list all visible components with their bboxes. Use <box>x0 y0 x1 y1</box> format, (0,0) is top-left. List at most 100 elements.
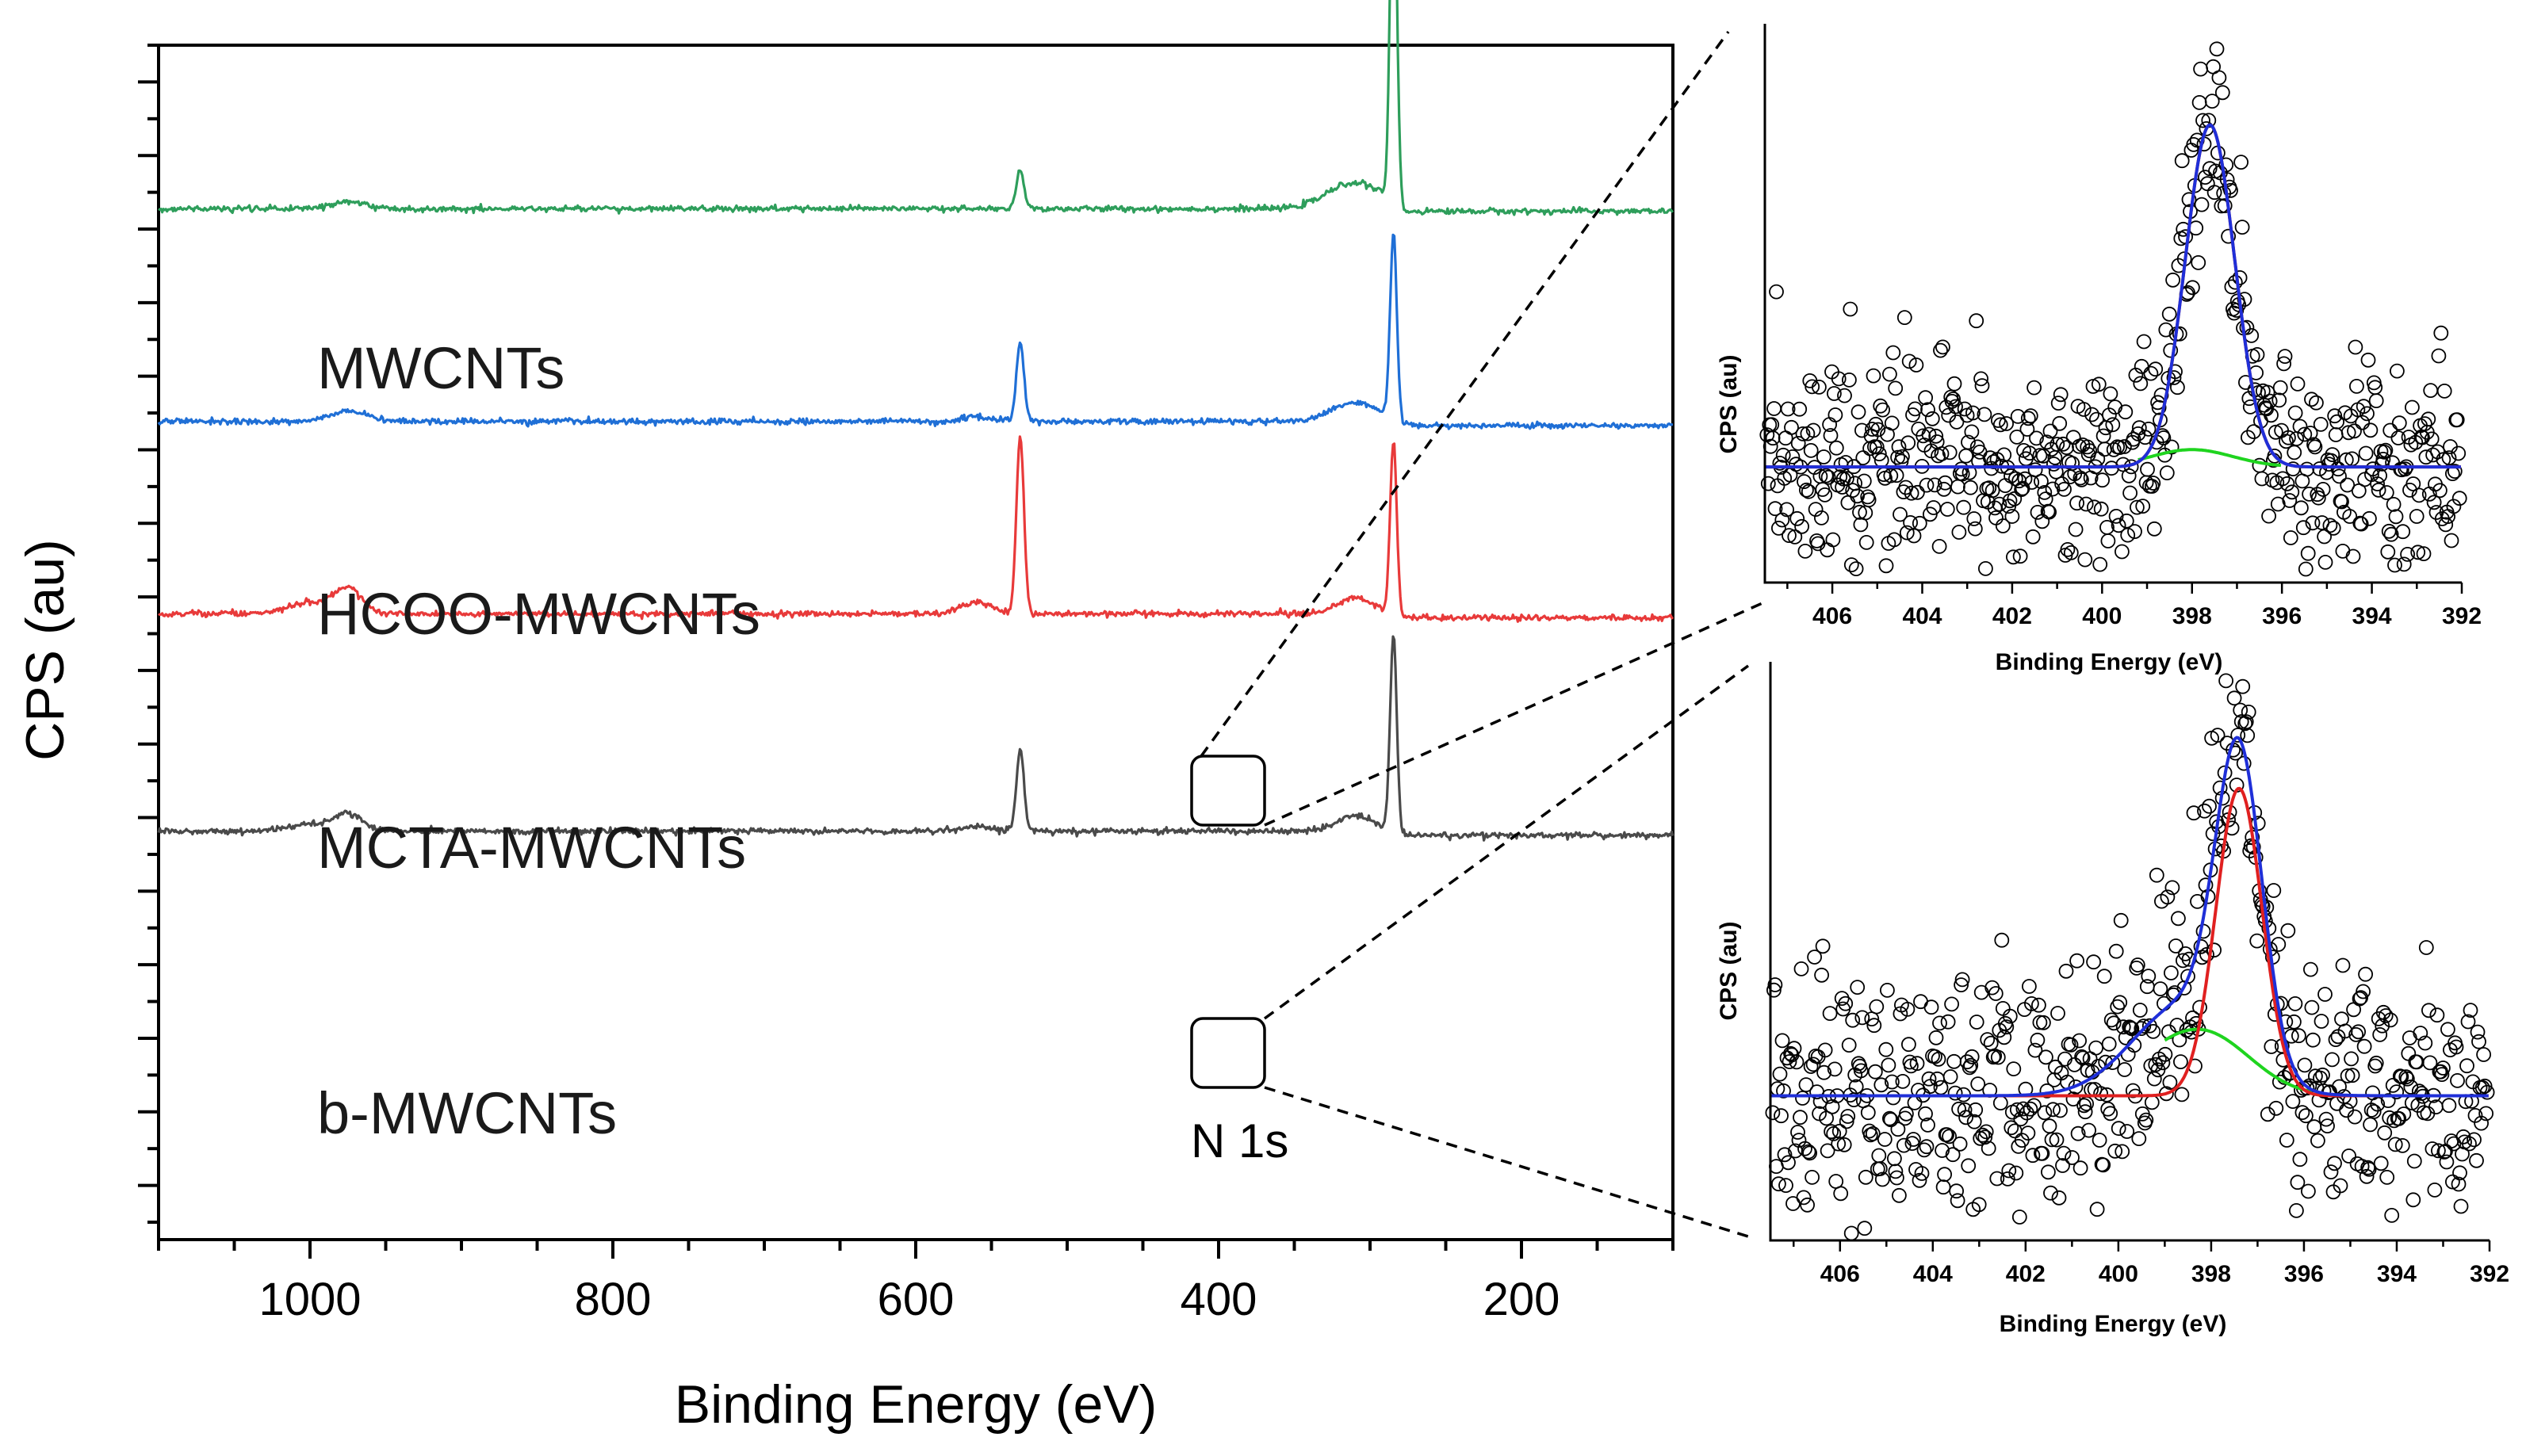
data-point <box>1921 1071 1937 1087</box>
data-point <box>2072 1160 2088 1176</box>
data-point <box>2155 1055 2171 1071</box>
data-point <box>1900 1037 1916 1053</box>
data-point <box>2360 406 2375 422</box>
data-point <box>2366 1104 2382 1119</box>
data-point <box>1950 479 1965 495</box>
data-point <box>2106 1015 2122 1031</box>
data-point <box>2034 1145 2050 1161</box>
data-point <box>2277 349 2293 365</box>
data-point <box>1944 996 1960 1012</box>
data-point <box>1949 415 1965 430</box>
data-point <box>2145 1024 2161 1039</box>
data-point <box>1877 1132 1893 1147</box>
data-point <box>2354 1159 2370 1174</box>
data-point <box>2073 472 2089 487</box>
data-point <box>2341 1148 2357 1164</box>
data-point <box>2122 485 2138 501</box>
data-point <box>2115 1019 2131 1035</box>
data-point <box>2084 407 2099 422</box>
data-point <box>2114 544 2130 560</box>
data-point <box>1767 977 1783 992</box>
data-point <box>1843 301 1858 317</box>
data-point <box>2325 1052 2340 1068</box>
inset-b-x-ticks: 406 404 402 400 398 396 394 392 <box>1793 1240 2509 1287</box>
data-point <box>1765 430 1781 446</box>
data-point <box>2011 1210 2027 1225</box>
data-point <box>2433 325 2449 341</box>
data-point <box>1896 310 1912 326</box>
data-point <box>1795 426 1811 441</box>
data-point <box>1919 1139 1935 1155</box>
data-point <box>1923 999 1939 1015</box>
data-point <box>2317 987 2333 1002</box>
data-point <box>1905 1132 1921 1147</box>
data-point <box>1965 1202 1981 1217</box>
data-point <box>2140 461 2155 477</box>
data-point <box>1989 1171 2005 1187</box>
data-point <box>1961 1158 1977 1174</box>
data-point <box>1805 422 1821 438</box>
data-point <box>2474 1115 2490 1131</box>
data-point <box>2127 524 2142 539</box>
data-point <box>2158 322 2174 338</box>
data-point <box>2315 482 2331 497</box>
data-point <box>2297 1057 2313 1073</box>
data-point <box>1957 1102 1973 1118</box>
data-point <box>1982 450 1998 466</box>
data-point <box>2302 961 2318 977</box>
data-point <box>2048 1059 2063 1075</box>
data-point <box>1947 1085 1963 1101</box>
data-point <box>2358 966 2374 982</box>
data-point <box>1935 1143 1950 1158</box>
data-point <box>2131 1131 2147 1146</box>
data-point <box>2148 361 2164 377</box>
data-point <box>2037 485 2053 500</box>
data-point <box>2379 1170 2395 1185</box>
data-point <box>1848 561 1864 576</box>
data-point <box>1817 487 1833 503</box>
data-point <box>2432 483 2448 499</box>
data-point <box>1797 1141 1812 1156</box>
data-point <box>2058 963 2074 979</box>
data-point <box>1875 402 1891 418</box>
data-point <box>2329 414 2345 430</box>
data-point <box>2103 1106 2118 1122</box>
data-point <box>2425 447 2441 463</box>
data-point <box>2117 1062 2133 1077</box>
survey-x-ticks: 1000 800 600 400 200 <box>157 1240 1674 1325</box>
data-point <box>2164 880 2180 896</box>
data-point <box>1807 950 1823 965</box>
data-point <box>1927 1049 1942 1064</box>
data-point <box>1793 1110 1808 1125</box>
data-point <box>2427 1183 2443 1198</box>
data-point <box>2310 490 2326 506</box>
data-point <box>1981 480 1997 495</box>
inset-x-tick-label: 398 <box>2191 1261 2231 1287</box>
data-point <box>2446 499 2462 514</box>
data-point <box>2314 1014 2329 1029</box>
data-point <box>1770 1176 1786 1192</box>
data-point <box>2340 477 2356 493</box>
data-point <box>1860 1105 1876 1121</box>
data-point <box>2382 422 2398 438</box>
data-point <box>2359 1168 2375 1184</box>
data-point <box>2116 439 2132 454</box>
data-point <box>1820 542 1835 558</box>
data-point <box>1836 1137 1852 1152</box>
data-point <box>1883 1112 1899 1128</box>
data-point <box>1793 961 1809 976</box>
data-point <box>1779 1050 1795 1066</box>
data-point <box>2175 953 2191 969</box>
data-point <box>1921 426 1937 442</box>
data-point <box>2014 482 2030 497</box>
data-point <box>2118 513 2134 529</box>
data-point <box>2108 509 2124 524</box>
data-point <box>1840 1109 1856 1124</box>
data-point <box>2413 1026 2428 1041</box>
data-point <box>2212 780 2228 796</box>
data-point <box>1841 372 1857 388</box>
data-point <box>1900 435 1916 451</box>
data-point <box>2012 548 2028 564</box>
data-point <box>2476 1047 2492 1062</box>
data-point <box>2390 430 2406 445</box>
